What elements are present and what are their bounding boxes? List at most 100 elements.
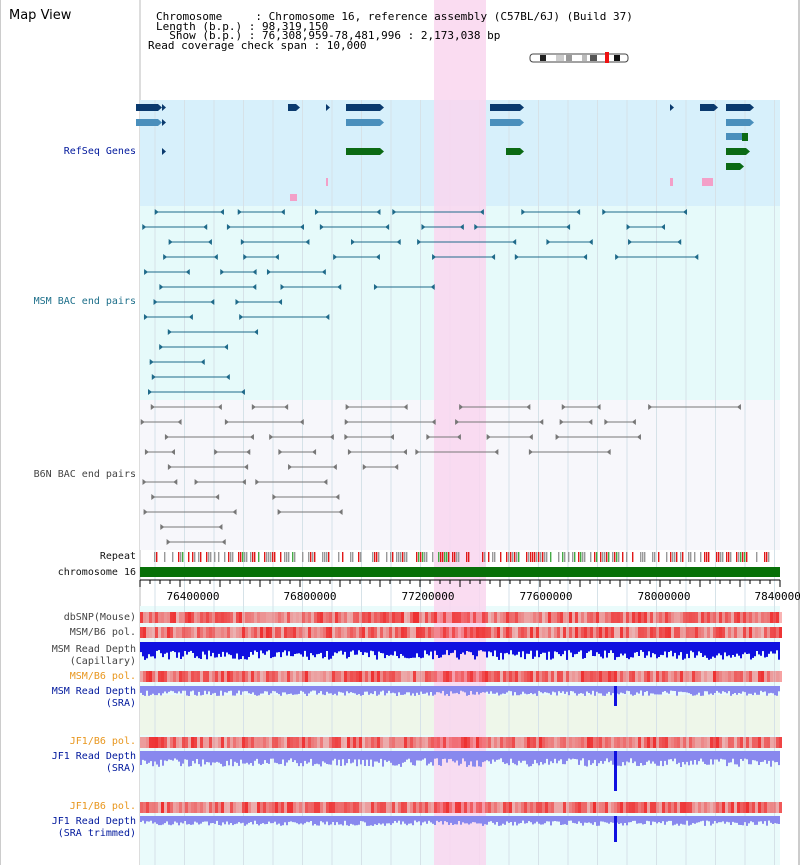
jf1-trim-depth-bar <box>278 816 280 824</box>
track-label-jf1-pol-1[interactable]: JF1/B6 pol. <box>69 736 136 747</box>
track-label-msm-bac[interactable]: MSM BAC end pairs <box>33 296 136 307</box>
track-label-jf1-depth[interactable]: JF1 Read Depth <box>51 751 136 762</box>
jf1-sra-depth-bar <box>486 751 488 761</box>
track-label-jf1-trim[interactable]: JF1 Read Depth <box>51 816 136 827</box>
jf1-pol-cell <box>380 737 383 748</box>
jf1-sra-depth-bar <box>776 751 778 762</box>
jf1-sra-depth-bar <box>744 751 746 759</box>
jf1-sra-depth-bar <box>684 751 686 765</box>
msm-pol-cell <box>563 671 566 682</box>
dbsnp-cell <box>710 612 713 623</box>
jf1-trim-depth-bar <box>506 816 508 822</box>
jf1-sra-depth-bar <box>376 751 378 762</box>
jf1-trim-depth-bar <box>268 816 270 822</box>
track-label-refseq[interactable]: RefSeq Genes <box>63 146 136 157</box>
repeat-element <box>192 552 194 562</box>
msm-pol-cell <box>251 671 254 682</box>
msm-capillary-depth-bar <box>324 642 326 657</box>
jf1-pol-cell <box>770 737 773 748</box>
msm-pol-cell <box>257 671 260 682</box>
msm-bac-end <box>185 269 190 275</box>
dbsnp-cell <box>143 612 146 623</box>
msm-sra-depth-bar <box>626 686 628 691</box>
msm-sra-depth-bar <box>144 686 146 696</box>
msm-pol-cell <box>287 671 290 682</box>
msm-capillary-depth-bar <box>352 642 354 651</box>
msm-capillary-depth-bar <box>398 642 400 659</box>
msm-capillary-depth-bar <box>254 642 256 651</box>
jf1-trim-depth-bar <box>664 816 666 825</box>
jf1-pol-cell <box>188 802 191 813</box>
jf1-trim-depth-bar <box>264 816 266 825</box>
track-label-msm-pol-2[interactable]: MSM/B6 pol. <box>69 671 136 682</box>
msm-sra-depth-bar <box>718 686 720 693</box>
jf1-trim-depth-bar <box>582 816 584 826</box>
jf1-sra-depth-bar <box>378 751 380 763</box>
repeat-element <box>618 552 620 562</box>
msm-capillary-depth-bar <box>144 642 146 660</box>
jf1-trim-depth-bar <box>578 816 580 822</box>
msm-capillary-depth-bar <box>156 642 158 651</box>
msm-pol-cell <box>197 671 200 682</box>
msm-sra-depth-bar <box>524 686 526 694</box>
msm-pol-cell <box>575 627 578 638</box>
jf1-pol-cell <box>251 737 254 748</box>
msm-capillary-depth-bar <box>586 642 588 653</box>
msm-sra-depth-bar <box>754 686 756 693</box>
jf1-trim-depth-bar <box>774 816 776 824</box>
dbsnp-cell <box>704 612 707 623</box>
msm-pol-cell <box>671 671 674 682</box>
jf1-sra-depth-bar <box>328 751 330 765</box>
jf1-trim-depth-bar <box>734 816 736 823</box>
jf1-pol-cell <box>185 802 188 813</box>
msm-pol-cell <box>779 671 782 682</box>
jf1-sra-depth-bar <box>262 751 264 764</box>
jf1-pol-cell <box>461 802 464 813</box>
msm-pol-cell <box>239 671 242 682</box>
track-label-repeat[interactable]: Repeat <box>99 551 136 562</box>
repeat-element <box>242 552 244 562</box>
track-label-dbsnp[interactable]: dbSNP(Mouse) <box>63 612 136 623</box>
jf1-pol-cell <box>488 737 491 748</box>
repeat-element <box>352 552 354 562</box>
msm-sra-depth-bar <box>520 686 522 695</box>
jf1-sra-depth-bar <box>496 751 498 760</box>
jf1-sra-depth-bar <box>550 751 552 762</box>
jf1-sra-depth-bar <box>188 751 190 767</box>
jf1-pol-cell <box>200 802 203 813</box>
msm-pol-cell <box>254 627 257 638</box>
msm-bac-end <box>200 359 205 365</box>
msm-pol-cell <box>752 627 755 638</box>
msm-sra-depth-bar <box>280 686 282 696</box>
repeat-element <box>604 552 606 562</box>
track-label-msm-pol-1[interactable]: MSM/B6 pol. <box>69 627 136 638</box>
jf1-pol-cell <box>290 802 293 813</box>
repeat-element <box>468 552 470 562</box>
jf1-pol-cell <box>758 802 761 813</box>
track-label-msm-depth-sra[interactable]: MSM Read Depth <box>51 686 136 697</box>
msm-pol-cell <box>398 627 401 638</box>
msm-sra-depth-bar <box>452 686 454 694</box>
jf1-pol-cell <box>323 737 326 748</box>
msm-capillary-depth-bar <box>294 642 296 654</box>
track-label-jf1-pol-2[interactable]: JF1/B6 pol. <box>69 801 136 812</box>
msm-pol-cell <box>734 627 737 638</box>
jf1-pol-cell <box>377 737 380 748</box>
dbsnp-cell <box>644 612 647 623</box>
msm-sra-depth-bar <box>398 686 400 693</box>
jf1-sra-depth-bar <box>508 751 510 766</box>
msm-capillary-depth-bar <box>252 642 254 655</box>
jf1-trim-depth-bar <box>166 816 168 822</box>
jf1-pol-cell <box>467 802 470 813</box>
jf1-pol-cell <box>767 737 770 748</box>
track-label-chromosome[interactable]: chromosome 16 <box>57 567 136 578</box>
track-label-b6n-bac[interactable]: B6N BAC end pairs <box>33 469 136 480</box>
msm-pol-cell <box>758 627 761 638</box>
msm-pol-cell <box>764 671 767 682</box>
jf1-pol-cell <box>392 737 395 748</box>
jf1-sra-depth-bar <box>462 751 464 759</box>
track-label-msm-depth-cap[interactable]: MSM Read Depth <box>51 644 136 655</box>
gene-feature <box>490 119 520 126</box>
msm-capillary-depth-bar <box>274 642 276 657</box>
msm-capillary-depth-bar <box>402 642 404 656</box>
